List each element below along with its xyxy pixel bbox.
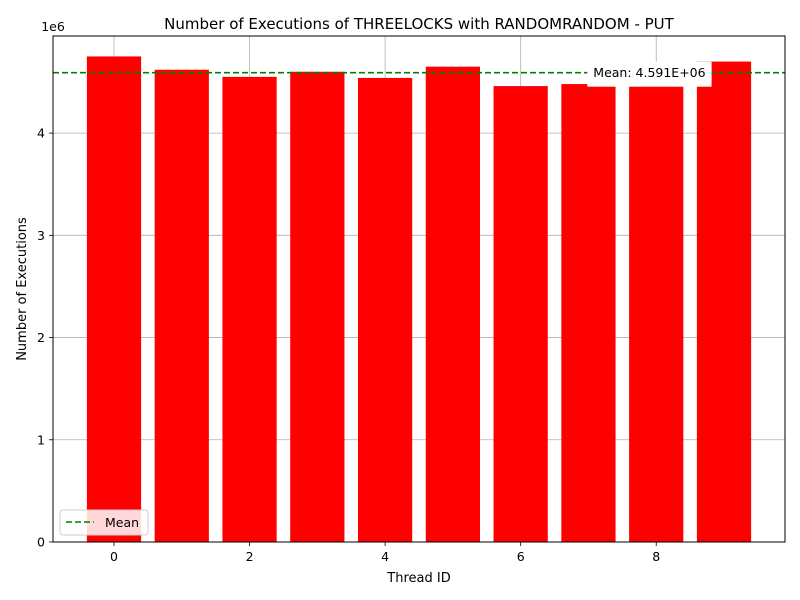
bar — [561, 84, 616, 543]
mean-annotation-text: Mean: 4.591E+06 — [593, 65, 705, 80]
legend: Mean — [59, 509, 149, 536]
bar — [425, 66, 480, 543]
bar — [629, 86, 684, 542]
y-tick-label: 0 — [37, 535, 45, 550]
mean-annotation-box — [587, 61, 712, 87]
x-axis-ticks: 0 2 4 6 8 — [110, 542, 660, 564]
bar — [86, 56, 142, 542]
bar — [222, 76, 277, 542]
mean-annotation: Mean: 4.591E+06 — [587, 61, 712, 87]
y-tick-label: 1 — [37, 432, 45, 447]
y-offset-label: 1e6 — [41, 19, 65, 34]
y-axis-ticks: 0 1 2 3 4 — [37, 126, 53, 550]
legend-mean-label: Mean — [105, 515, 139, 530]
y-tick-label: 4 — [37, 126, 45, 141]
x-tick-label: 6 — [517, 549, 525, 564]
chart-title: Number of Executions of THREELOCKS with … — [164, 15, 674, 33]
y-tick-label: 3 — [37, 228, 45, 243]
bar — [358, 77, 413, 543]
x-tick-label: 4 — [381, 549, 389, 564]
plot-frame — [52, 35, 786, 543]
x-tick-label: 8 — [652, 549, 660, 564]
x-axis-label: Thread ID — [386, 571, 450, 586]
y-tick-label: 2 — [37, 330, 45, 345]
x-tick-label: 2 — [246, 549, 254, 564]
bar — [696, 61, 752, 543]
y-axis-label: Number of Executions — [15, 217, 30, 361]
x-tick-label: 0 — [110, 549, 118, 564]
bar — [154, 69, 209, 542]
bar — [290, 71, 345, 543]
legend-box — [59, 509, 149, 536]
bar — [493, 86, 548, 542]
bars — [86, 56, 752, 543]
